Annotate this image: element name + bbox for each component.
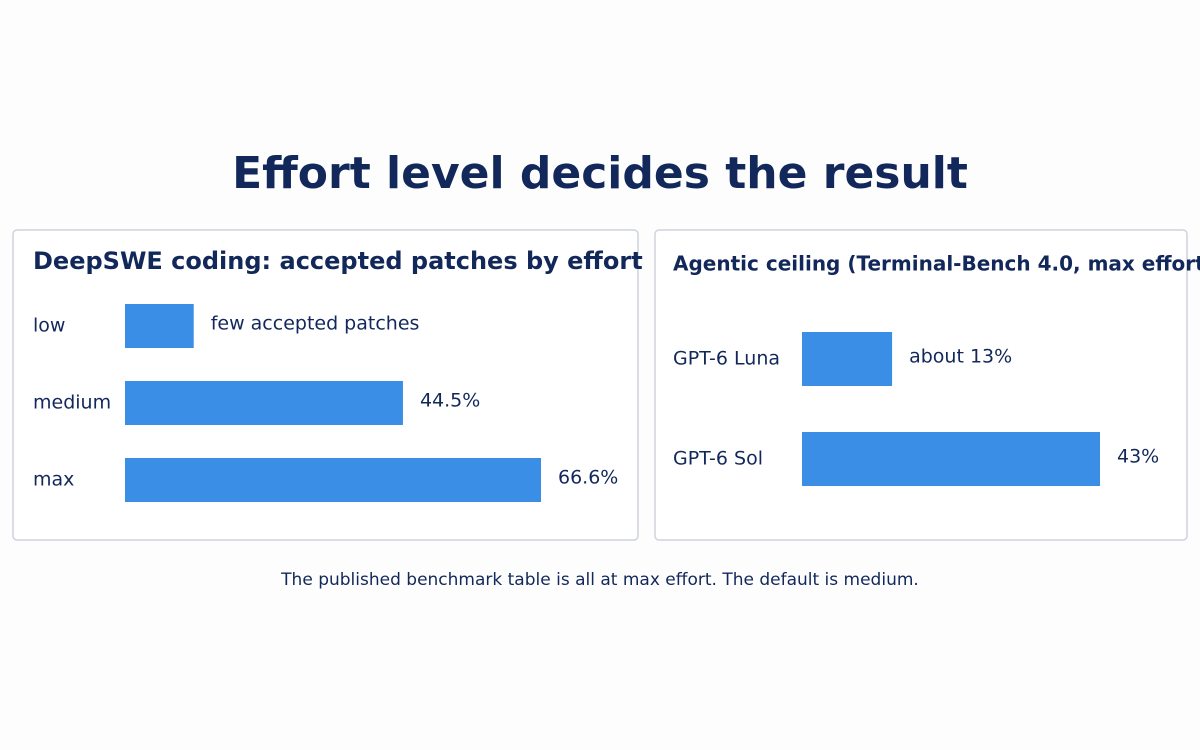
category-label: max [33, 469, 74, 491]
panel-title: DeepSWE coding: accepted patches by effo… [33, 247, 643, 275]
category-label: GPT-6 Sol [673, 448, 763, 470]
bar [802, 332, 893, 386]
value-label: 44.5% [420, 390, 480, 412]
category-label: medium [33, 392, 111, 414]
bar [125, 304, 194, 348]
value-label: few accepted patches [211, 313, 420, 335]
category-label: low [33, 315, 65, 337]
bar [802, 432, 1100, 486]
footnote: The published benchmark table is all at … [280, 570, 919, 590]
value-label: 43% [1117, 446, 1159, 468]
page-title: Effort level decides the result [232, 148, 968, 199]
bar [125, 381, 403, 425]
category-label: GPT-6 Luna [673, 348, 780, 370]
bar [125, 458, 541, 502]
value-label: about 13% [909, 346, 1012, 368]
panel [654, 229, 1188, 541]
value-label: 66.6% [558, 467, 618, 489]
panel-title: Agentic ceiling (Terminal-Bench 4.0, max… [673, 252, 1200, 276]
